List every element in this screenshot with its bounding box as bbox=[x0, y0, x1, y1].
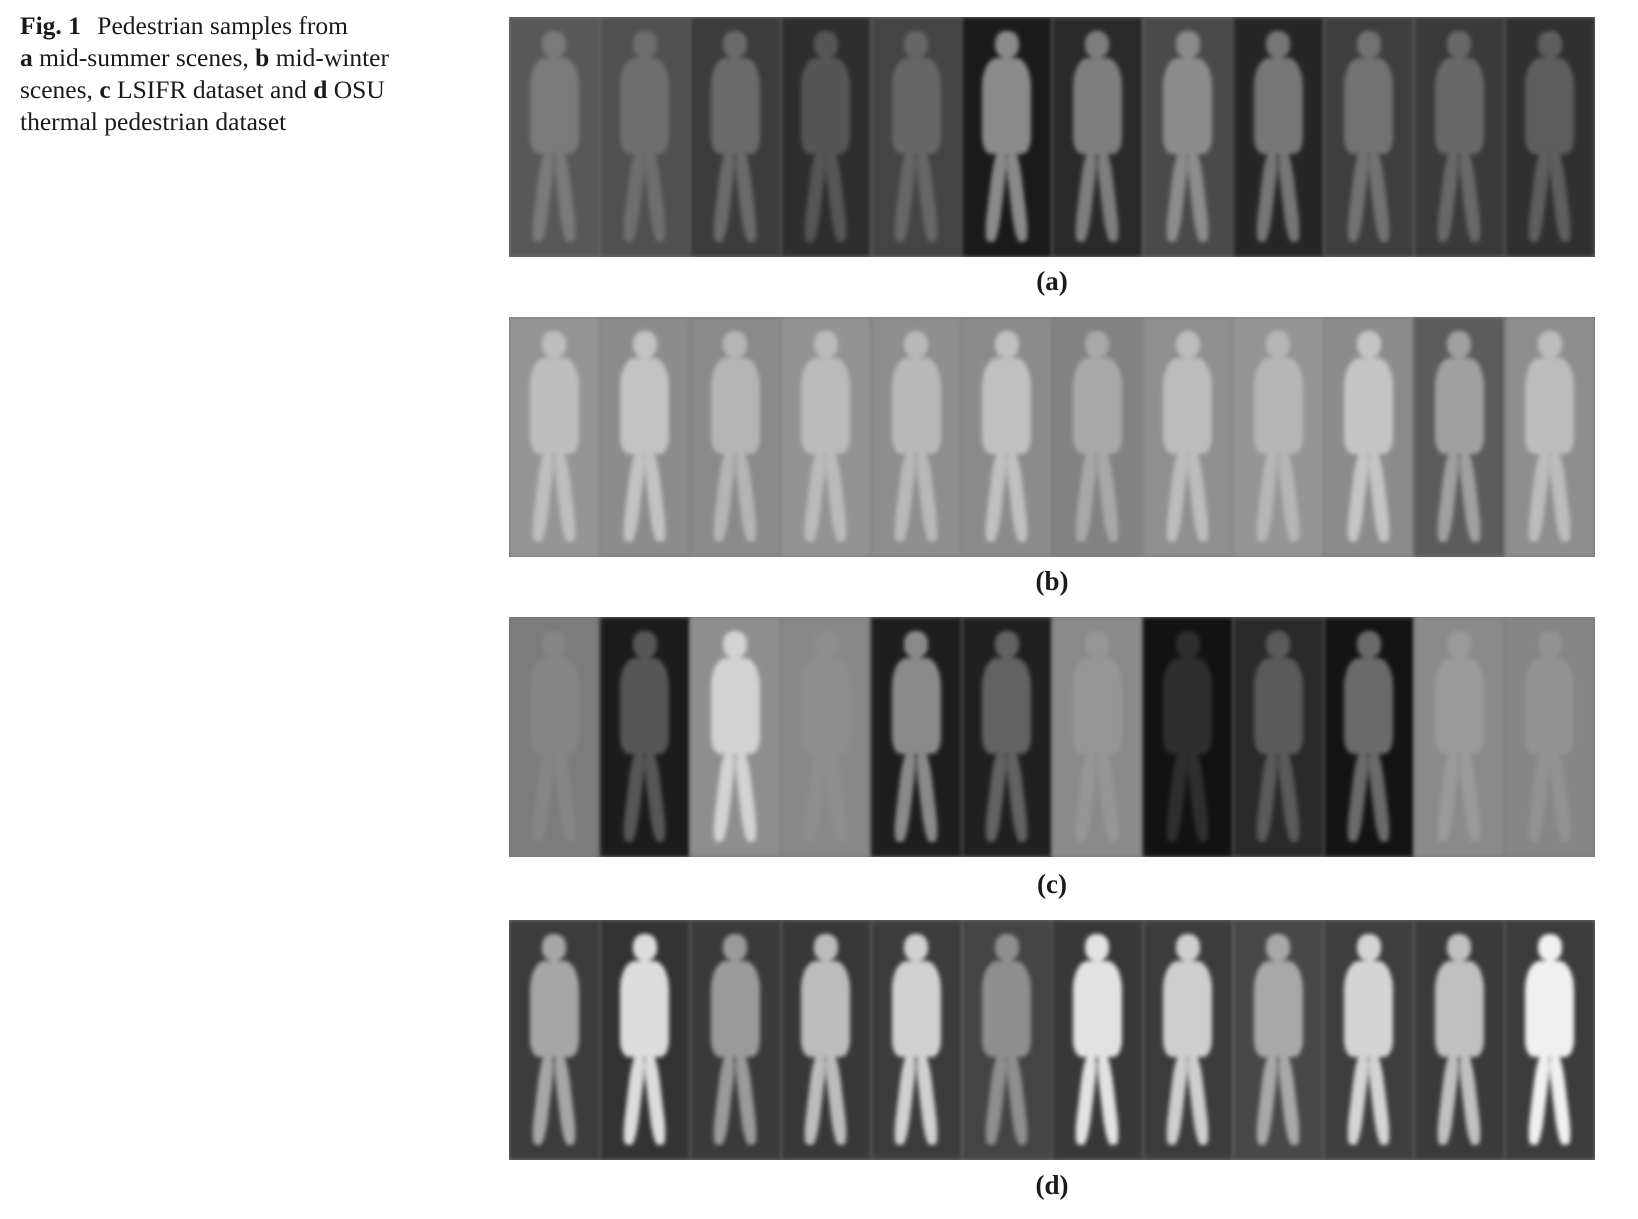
pedestrian-sample-b-9 bbox=[1233, 317, 1324, 557]
pedestrian-sample-a-2 bbox=[599, 17, 690, 257]
pedestrian-sample-a-12 bbox=[1504, 17, 1595, 257]
panel-b-image-strip bbox=[509, 317, 1595, 557]
pedestrian-sample-d-8 bbox=[1142, 920, 1233, 1160]
caption-key-d: d bbox=[313, 75, 328, 104]
caption-key-b: b bbox=[255, 43, 270, 72]
caption-key-a: a bbox=[20, 43, 33, 72]
pedestrian-sample-b-12 bbox=[1504, 317, 1595, 557]
pedestrian-sample-b-2 bbox=[599, 317, 690, 557]
pedestrian-sample-d-12 bbox=[1504, 920, 1595, 1160]
pedestrian-sample-a-3 bbox=[690, 17, 781, 257]
pedestrian-sample-b-10 bbox=[1323, 317, 1414, 557]
panel-d-image-strip bbox=[509, 920, 1595, 1160]
figure-caption: Fig. 1 Pedestrian samples from a mid-sum… bbox=[20, 10, 392, 138]
pedestrian-sample-b-8 bbox=[1142, 317, 1233, 557]
pedestrian-sample-c-5 bbox=[871, 617, 962, 857]
panel-c-image-strip bbox=[509, 617, 1595, 857]
caption-text-c: LSIFR dataset and bbox=[117, 75, 307, 104]
pedestrian-sample-d-10 bbox=[1323, 920, 1414, 1160]
caption-text-d: OSU thermal pedestrian dataset bbox=[20, 75, 385, 136]
pedestrian-sample-c-2 bbox=[599, 617, 690, 857]
panel-c-label: (c) bbox=[1037, 869, 1067, 899]
pedestrian-sample-c-10 bbox=[1323, 617, 1414, 857]
pedestrian-sample-d-4 bbox=[780, 920, 871, 1160]
pedestrian-sample-d-9 bbox=[1233, 920, 1324, 1160]
pedestrian-sample-a-10 bbox=[1323, 17, 1414, 257]
caption-text-a: mid-summer scenes, bbox=[39, 43, 249, 72]
pedestrian-sample-c-1 bbox=[509, 617, 600, 857]
pedestrian-sample-d-3 bbox=[690, 920, 781, 1160]
pedestrian-sample-d-1 bbox=[509, 920, 600, 1160]
pedestrian-sample-b-6 bbox=[961, 317, 1052, 557]
pedestrian-sample-c-11 bbox=[1414, 617, 1505, 857]
pedestrian-sample-b-3 bbox=[690, 317, 781, 557]
pedestrian-sample-b-1 bbox=[509, 317, 600, 557]
pedestrian-sample-c-7 bbox=[1052, 617, 1143, 857]
pedestrian-sample-d-6 bbox=[961, 920, 1052, 1160]
pedestrian-sample-c-6 bbox=[961, 617, 1052, 857]
pedestrian-sample-a-8 bbox=[1142, 17, 1233, 257]
pedestrian-sample-d-2 bbox=[599, 920, 690, 1160]
pedestrian-sample-d-5 bbox=[871, 920, 962, 1160]
pedestrian-sample-a-7 bbox=[1052, 17, 1143, 257]
pedestrian-sample-a-1 bbox=[509, 17, 600, 257]
pedestrian-sample-b-4 bbox=[780, 317, 871, 557]
pedestrian-sample-c-8 bbox=[1142, 617, 1233, 857]
caption-intro: Pedestrian samples from bbox=[97, 11, 348, 40]
panel-a-image-strip bbox=[509, 17, 1595, 257]
pedestrian-sample-a-9 bbox=[1233, 17, 1324, 257]
panel-a-label: (a) bbox=[1036, 266, 1068, 296]
pedestrian-sample-a-4 bbox=[780, 17, 871, 257]
pedestrian-sample-a-6 bbox=[961, 17, 1052, 257]
pedestrian-sample-d-11 bbox=[1414, 920, 1505, 1160]
pedestrian-sample-a-11 bbox=[1414, 17, 1505, 257]
pedestrian-sample-a-5 bbox=[871, 17, 962, 257]
panel-b-label: (b) bbox=[1035, 566, 1069, 596]
panel-d-label: (d) bbox=[1035, 1170, 1069, 1200]
figure-label: Fig. 1 bbox=[20, 11, 81, 40]
pedestrian-sample-b-11 bbox=[1414, 317, 1505, 557]
pedestrian-sample-c-12 bbox=[1504, 617, 1595, 857]
caption-key-c: c bbox=[99, 75, 111, 104]
pedestrian-sample-b-7 bbox=[1052, 317, 1143, 557]
pedestrian-sample-d-7 bbox=[1052, 920, 1143, 1160]
pedestrian-sample-c-9 bbox=[1233, 617, 1324, 857]
caption-text-b: mid-winter scenes, bbox=[20, 43, 389, 104]
pedestrian-sample-c-3 bbox=[690, 617, 781, 857]
pedestrian-sample-b-5 bbox=[871, 317, 962, 557]
pedestrian-sample-c-4 bbox=[780, 617, 871, 857]
